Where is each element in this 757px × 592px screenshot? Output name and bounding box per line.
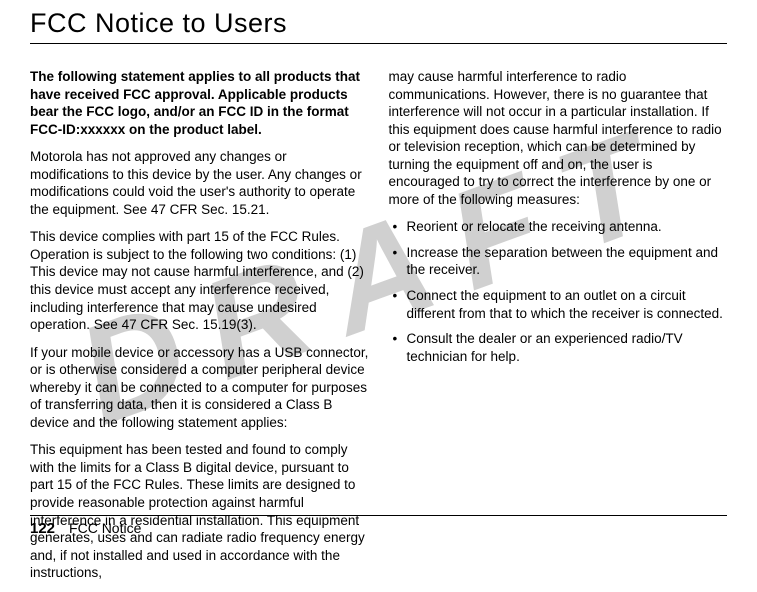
list-item: Connect the equipment to an outlet on a …: [389, 287, 728, 322]
footer-label: FCC Notice: [69, 520, 141, 536]
paragraph: If your mobile device or accessory has a…: [30, 344, 369, 432]
paragraph: This equipment has been tested and found…: [30, 441, 369, 581]
text-columns: The following statement applies to all p…: [30, 68, 727, 592]
list-item: Consult the dealer or an experienced rad…: [389, 330, 728, 365]
measures-list: Reorient or relocate the receiving anten…: [389, 218, 728, 365]
title-underline: [30, 43, 727, 44]
list-item: Increase the separation between the equi…: [389, 244, 728, 279]
column-left: The following statement applies to all p…: [30, 68, 369, 592]
page-content: FCC Notice to Users The following statem…: [0, 0, 757, 592]
page-title: FCC Notice to Users: [30, 8, 727, 39]
page-footer: 122 FCC Notice: [30, 515, 727, 537]
paragraph: may cause harmful interference to radio …: [389, 68, 728, 208]
intro-statement: The following statement applies to all p…: [30, 68, 369, 138]
paragraph: Motorola has not approved any changes or…: [30, 148, 369, 218]
list-item: Reorient or relocate the receiving anten…: [389, 218, 728, 236]
column-right: may cause harmful interference to radio …: [389, 68, 728, 592]
paragraph: This device complies with part 15 of the…: [30, 228, 369, 333]
page-number: 122: [30, 520, 55, 537]
